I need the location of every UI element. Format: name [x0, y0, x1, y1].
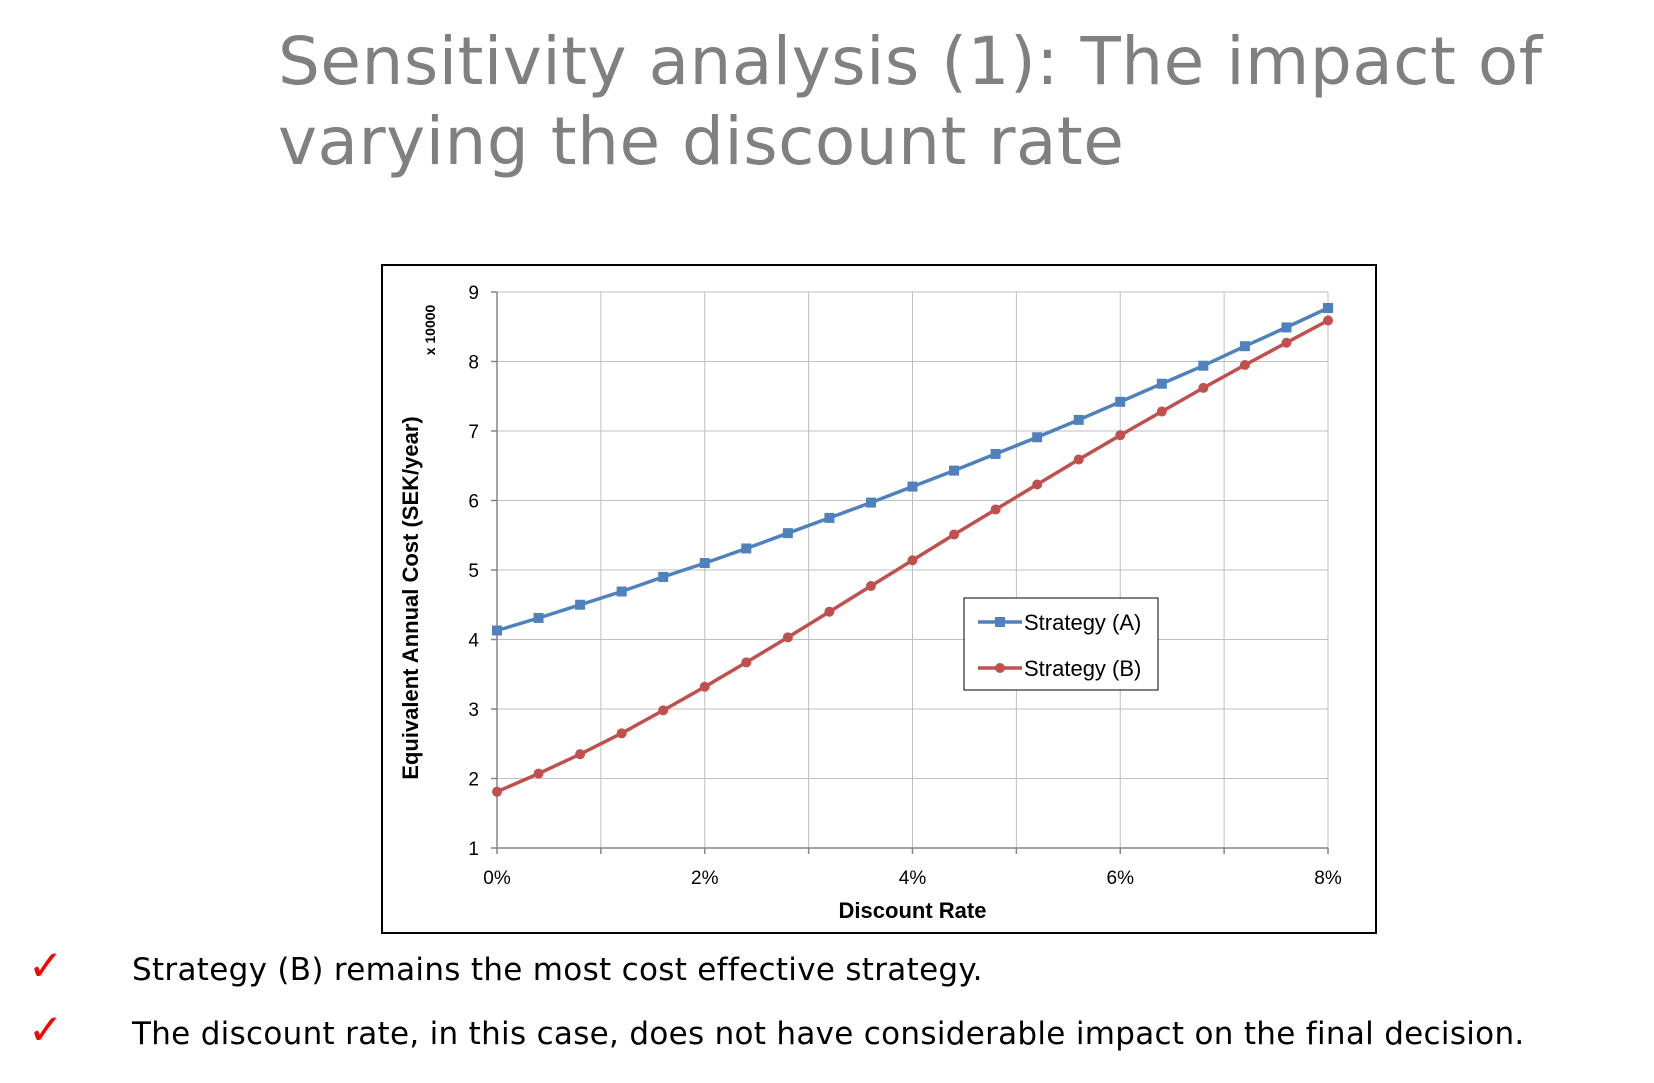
data-point: [1073, 454, 1084, 465]
bullet-text: The discount rate, in this case, does no…: [132, 1016, 1525, 1052]
data-point: [865, 497, 876, 508]
data-point: [575, 599, 586, 610]
slide-title-line-1: Sensitivity analysis (1): The impact of: [278, 23, 1543, 100]
data-point: [782, 528, 793, 539]
y-tick-label: 6: [468, 492, 479, 513]
data-point: [1156, 378, 1167, 389]
chart-frame: 1 2 3 4 5 6 7 8 9 0% 2% 4% 6% 8% Discount Rate Equivale…: [381, 264, 1377, 934]
x-tick-label: 6%: [1107, 868, 1135, 889]
data-point: [1281, 322, 1292, 333]
data-point: [575, 749, 586, 760]
data-point: [990, 504, 1001, 515]
data-point: [1239, 359, 1250, 370]
data-point: [699, 681, 710, 692]
data-point: [907, 481, 918, 492]
y-tick-label: 5: [468, 561, 479, 582]
slide-title-line-2: varying the discount rate: [278, 103, 1125, 180]
bullet-item: ✓ Strategy (B) remains the most cost eff…: [0, 942, 1654, 1002]
data-point: [907, 555, 918, 566]
y-axis-title: Equivalent Annual Cost (SEK/year): [398, 416, 423, 779]
legend-marker: [995, 663, 1005, 673]
data-point: [990, 448, 1001, 459]
y-tick-label: 1: [468, 839, 479, 860]
y-tick-label: 2: [468, 770, 479, 791]
data-point: [658, 571, 669, 582]
data-point: [1073, 414, 1084, 425]
x-tick-label: 0%: [483, 868, 511, 889]
data-point: [1115, 430, 1126, 441]
data-point: [741, 543, 752, 554]
x-tick-label: 2%: [691, 868, 719, 889]
x-tick-label: 8%: [1314, 868, 1342, 889]
check-icon: ✓: [28, 1005, 64, 1054]
data-point: [865, 580, 876, 591]
data-point: [658, 705, 669, 716]
data-point: [741, 657, 752, 668]
data-point: [1115, 396, 1126, 407]
data-point: [1032, 432, 1043, 443]
data-point: [824, 606, 835, 617]
y-tick-label: 3: [468, 700, 479, 721]
line-chart: 1 2 3 4 5 6 7 8 9 0% 2% 4% 6% 8% Discount Rate Equivale…: [398, 283, 1342, 923]
data-point: [1239, 341, 1250, 352]
y-tick-label: 7: [468, 422, 479, 443]
x-tick-label: 4%: [899, 868, 927, 889]
data-point: [949, 465, 960, 476]
data-point: [1198, 382, 1209, 393]
data-point: [533, 768, 544, 779]
bullet-text: Strategy (B) remains the most cost effec…: [132, 952, 983, 988]
data-point: [616, 728, 627, 739]
data-point: [616, 586, 627, 597]
data-point: [782, 632, 793, 643]
data-point: [1323, 302, 1333, 313]
y-tick-label: 9: [468, 283, 479, 304]
bullet-item: ✓ The discount rate, in this case, does …: [0, 1006, 1654, 1066]
data-point: [492, 786, 502, 797]
legend-label: Strategy (B): [1024, 656, 1141, 681]
data-point: [1323, 315, 1333, 326]
data-point: [1281, 337, 1292, 348]
legend-label: Strategy (A): [1024, 610, 1141, 635]
x-axis-title: Discount Rate: [839, 898, 987, 923]
slide-title: Sensitivity analysis (1): The impact of …: [278, 22, 1618, 182]
legend-marker: [995, 617, 1005, 627]
y-tick-label: 4: [468, 631, 479, 652]
data-point: [699, 558, 710, 569]
data-point: [1156, 406, 1167, 417]
y-tick-label: 8: [468, 353, 479, 374]
check-icon: ✓: [28, 941, 64, 990]
y-multiplier-label: x 10000: [422, 304, 438, 355]
data-point: [492, 625, 502, 636]
legend-box: [963, 597, 1159, 691]
data-point: [1032, 479, 1043, 490]
data-point: [824, 512, 835, 523]
data-point: [533, 612, 544, 623]
data-point: [949, 529, 960, 540]
data-point: [1198, 360, 1209, 371]
